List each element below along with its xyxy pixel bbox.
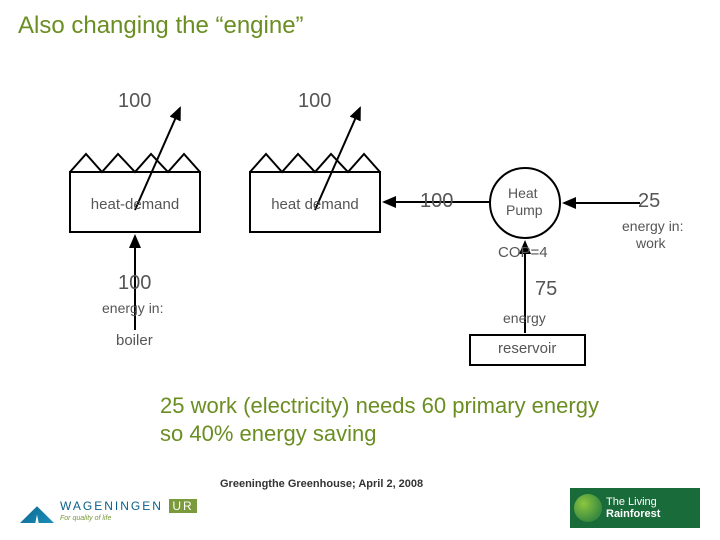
pump-label-2: Pump	[506, 202, 543, 218]
wageningen-glyph-icon	[20, 495, 54, 523]
wageningen-tagline: For quality of life	[60, 515, 197, 522]
work-value: 25	[638, 190, 660, 213]
left-energy-in: energy in:	[102, 300, 163, 316]
left-bottom-value: 100	[118, 272, 151, 295]
wageningen-brand: WAGENINGEN	[60, 499, 163, 513]
left-greenhouse	[70, 108, 200, 330]
wageningen-logo: WAGENINGEN UR For quality of life	[20, 490, 200, 528]
middle-box-label: heat demand	[258, 196, 372, 213]
wageningen-ur: UR	[169, 499, 196, 513]
rainforest-line1: The Living	[606, 496, 660, 508]
left-box-label: heat-demand	[78, 196, 192, 213]
rainforest-leaf-icon	[574, 494, 602, 522]
pump-label-1: Heat	[508, 185, 538, 201]
middle-greenhouse	[250, 108, 380, 232]
conclusion-line1: 25 work (electricity) needs 60 primary e…	[160, 392, 599, 421]
work-energy-in-1: energy in:	[622, 218, 683, 234]
work-energy-in-2: work	[636, 235, 666, 251]
left-source: boiler	[116, 332, 153, 349]
rainforest-line2: Rainforest	[606, 508, 660, 520]
cop-label: COP=4	[498, 244, 548, 261]
reservoir-box-label: reservoir	[498, 340, 556, 357]
arrow-100-value: 100	[420, 190, 453, 213]
middle-top-value: 100	[298, 90, 331, 113]
rainforest-logo: The Living Rainforest	[570, 488, 700, 528]
left-top-value: 100	[118, 90, 151, 113]
conclusion-line2: so 40% energy saving	[160, 420, 376, 449]
reservoir-value: 75	[535, 278, 557, 301]
reservoir-energy-label: energy	[503, 310, 546, 326]
footer-text: Greeningthe Greenhouse; April 2, 2008	[220, 478, 423, 490]
